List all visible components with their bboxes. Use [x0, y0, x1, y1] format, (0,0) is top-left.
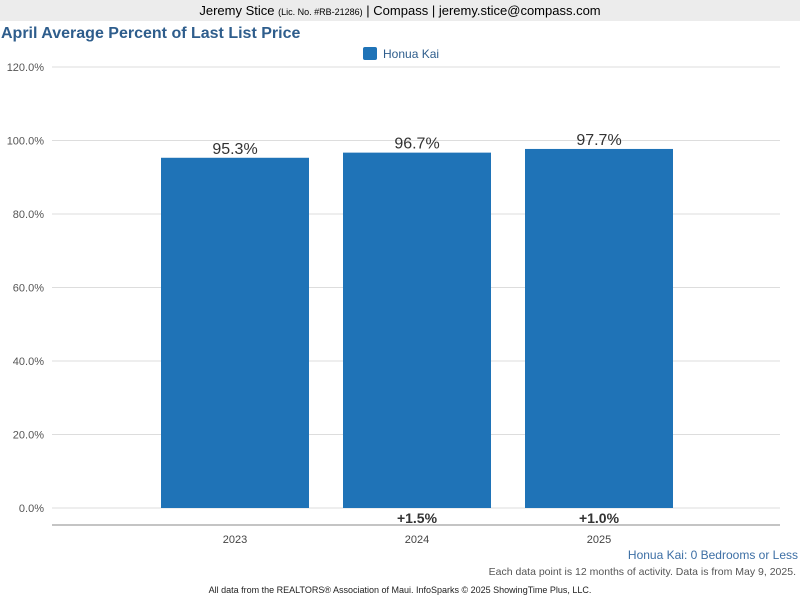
activity-note: Each data point is 12 months of activity… [488, 566, 796, 578]
change-label: +1.5% [397, 510, 438, 526]
header-bar: Jeremy Stice (Lic. No. #RB-21286) | Comp… [0, 0, 800, 21]
bar-value-label: 97.7% [576, 132, 621, 149]
bar-value-label: 95.3% [212, 141, 257, 158]
agent-email[interactable]: jeremy.stice@compass.com [438, 3, 601, 18]
bar [161, 157, 309, 508]
y-tick-label: 60.0% [13, 283, 44, 295]
agent-name: Jeremy Stice [199, 3, 275, 18]
change-label: +1.0% [579, 510, 620, 526]
x-tick-label: 2025 [587, 534, 611, 546]
brokerage-name: Compass [373, 3, 429, 18]
chart-title: April Average Percent of Last List Price [1, 25, 301, 42]
header-separator: | [431, 3, 436, 18]
x-tick-label: 2023 [223, 534, 247, 546]
bar [525, 148, 673, 508]
legend-swatch [363, 47, 377, 60]
bar-value-label: 96.7% [394, 136, 439, 153]
legend-label: Honua Kai [383, 47, 439, 61]
y-tick-label: 40.0% [13, 356, 44, 368]
footer-note: All data from the REALTORS® Association … [208, 585, 592, 595]
x-tick-label: 2024 [405, 534, 429, 546]
subset-label: Honua Kai: 0 Bedrooms or Less [627, 548, 798, 562]
bar [343, 152, 491, 508]
license-number: (Lic. No. #RB-21286) [278, 7, 363, 17]
y-tick-label: 100.0% [7, 136, 45, 148]
y-tick-label: 20.0% [13, 430, 44, 442]
header-separator: | [366, 3, 370, 18]
y-tick-label: 120.0% [7, 62, 45, 74]
y-tick-label: 80.0% [13, 209, 44, 221]
y-tick-label: 0.0% [19, 503, 44, 515]
